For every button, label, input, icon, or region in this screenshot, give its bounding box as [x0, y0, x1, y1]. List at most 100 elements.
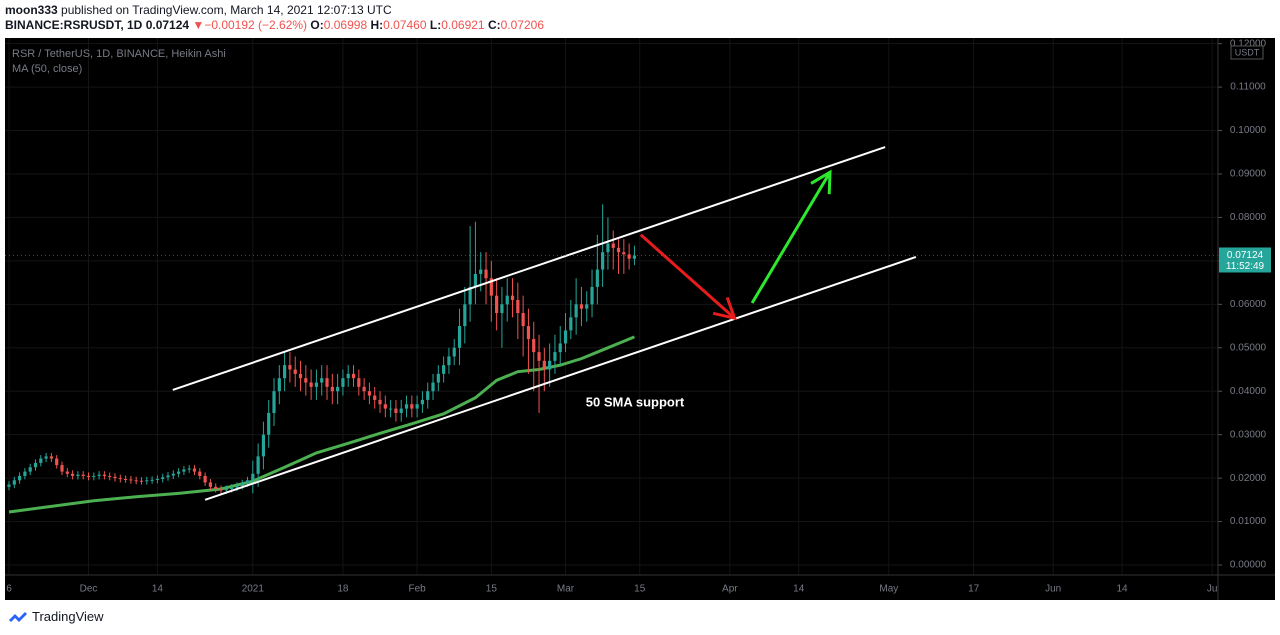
candle-body: [92, 475, 96, 477]
candle-body: [616, 247, 621, 253]
y-tick-label: 0.09000: [1230, 169, 1267, 180]
candle-body: [309, 382, 313, 387]
candle-body: [224, 488, 228, 491]
candle-body: [447, 356, 451, 366]
candle-body: [113, 476, 117, 479]
candle-body: [44, 456, 48, 459]
x-tick-label: 2021: [242, 584, 265, 595]
candle-body: [601, 252, 605, 270]
candle-body: [585, 304, 589, 309]
candle-body: [177, 471, 181, 474]
candle-body: [595, 269, 599, 287]
candle-body: [182, 469, 186, 472]
candle-body: [139, 480, 144, 482]
candle-body: [542, 360, 546, 370]
y-tick-label: 0.00000: [1230, 560, 1267, 571]
candle-body: [622, 252, 626, 255]
candle-body: [145, 480, 149, 482]
trend-line: [204, 256, 917, 501]
arrow: [750, 171, 832, 304]
candle-body: [632, 255, 637, 259]
candle-body: [28, 467, 32, 472]
annotation: 50 SMA support: [586, 394, 685, 409]
candle-body: [18, 475, 22, 481]
candle-body: [325, 378, 329, 387]
candle-body: [579, 304, 584, 309]
x-tick-label: 15: [634, 584, 646, 595]
candle-body: [33, 462, 38, 468]
currency-box: [1230, 45, 1264, 60]
candle-body: [124, 478, 128, 480]
candle-body: [415, 404, 419, 409]
field-value: 0.06998: [323, 18, 368, 32]
candle-body: [108, 475, 112, 477]
logo[interactable]: [8, 610, 28, 624]
candle-body: [23, 471, 27, 476]
y-tick-label: 0.12000: [1230, 38, 1267, 49]
candle-body: [606, 243, 610, 253]
last: 0.07124: [145, 18, 190, 32]
y-tick-label: 0.06000: [1230, 299, 1267, 310]
x-tick-label: Jun: [1045, 584, 1061, 595]
candle-body: [569, 317, 573, 331]
currency: USDT: [1235, 47, 1260, 57]
candle-body: [383, 404, 387, 409]
y-tick-label: 0.05000: [1230, 342, 1267, 353]
y-tick-label: 0.10000: [1230, 125, 1267, 136]
candle-body: [171, 473, 175, 476]
candle-body: [166, 475, 170, 478]
published: published on TradingView.com, March 14, …: [61, 3, 392, 17]
candle-body: [442, 365, 446, 374]
last-price-tag: [1219, 247, 1271, 273]
field-key: L:: [429, 18, 442, 32]
candle-body: [399, 408, 403, 413]
candle-body: [235, 485, 239, 488]
y-tick-label: 0.01000: [1230, 516, 1267, 527]
candle-body: [277, 378, 281, 392]
candle-body: [208, 482, 213, 487]
legend-entry: MA (50, close): [12, 63, 82, 75]
candle-body: [155, 478, 160, 480]
candle-body: [150, 479, 154, 481]
candle-body: [351, 373, 356, 379]
candle-body: [526, 326, 531, 340]
candle-body: [521, 313, 525, 327]
candle-body: [298, 373, 303, 379]
footer: TradingView: [8, 609, 104, 624]
candle-body: [76, 474, 80, 476]
x-tick-label: Dec: [80, 584, 98, 595]
candle-body: [373, 395, 377, 400]
legend-entry: RSR / TetherUS, 1D, BINANCE, Heikin Ashi: [12, 48, 226, 60]
candle-body: [60, 465, 64, 472]
candle-body: [320, 378, 324, 383]
candle-body: [86, 475, 91, 477]
last-price: 0.07124: [1227, 250, 1264, 261]
candle-body: [563, 330, 568, 344]
candle-body: [367, 391, 372, 396]
candle-body: [484, 269, 488, 279]
x-tick-label: 14: [152, 584, 164, 595]
candle-body: [272, 391, 276, 413]
candle-body: [495, 295, 499, 314]
candle-body: [436, 373, 440, 383]
candle-body: [426, 391, 430, 400]
author[interactable]: moon333: [5, 3, 58, 17]
candle-body: [404, 404, 409, 409]
arrow-head: [810, 169, 832, 195]
field-key: C:: [487, 18, 501, 32]
candle-body: [341, 378, 345, 387]
x-tick-label: 18: [337, 584, 349, 595]
field-value: 0.06921: [441, 18, 485, 32]
candle-body: [134, 480, 138, 482]
candle-body: [510, 295, 515, 300]
x-tick-label: 14: [793, 584, 805, 595]
candle-body: [230, 487, 234, 489]
candle-body: [219, 488, 223, 491]
candle-body: [7, 484, 11, 487]
brand[interactable]: TradingView: [32, 609, 104, 624]
field-value: 0.07206: [500, 18, 545, 32]
candle-body: [336, 386, 340, 392]
x-tick-label: 14: [1117, 584, 1129, 595]
candle-body: [553, 352, 557, 361]
trend-line: [172, 146, 886, 391]
